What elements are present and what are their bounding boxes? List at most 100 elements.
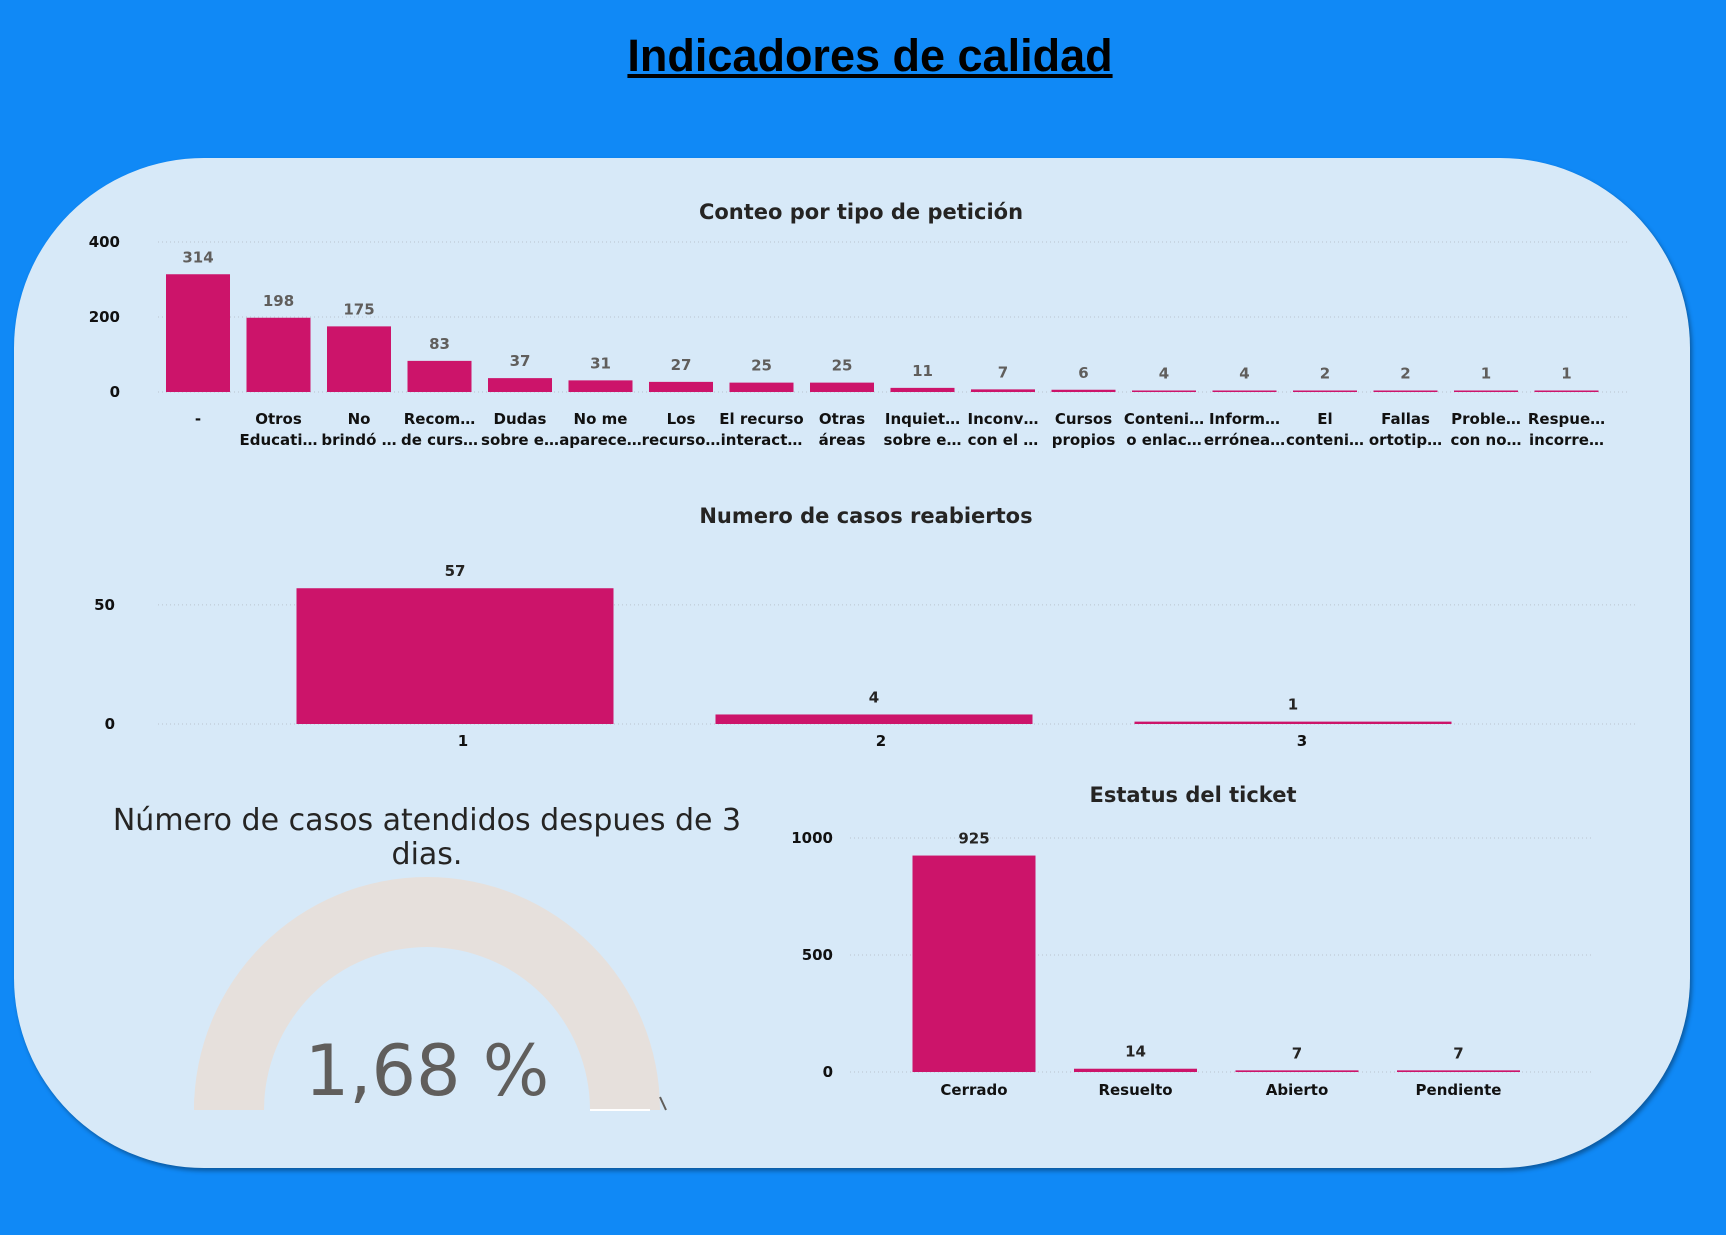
x-tick-label: Proble… — [1451, 410, 1521, 428]
bar — [1132, 390, 1196, 392]
x-tick-label: Educati… — [240, 431, 318, 449]
gauge-target-marker — [659, 1096, 667, 1111]
bar — [912, 855, 1036, 1072]
x-tick-label: conteni… — [1286, 431, 1364, 449]
bar — [1235, 1070, 1359, 1072]
x-tick-label: aparece… — [559, 431, 642, 449]
data-label: 925 — [958, 830, 989, 848]
data-label: 4 — [869, 688, 879, 706]
page-title: Indicadores de calidad — [627, 30, 1113, 81]
bar — [568, 380, 633, 392]
bar — [1051, 389, 1116, 392]
bar — [810, 382, 874, 392]
bar — [890, 387, 955, 392]
data-label: 7 — [998, 363, 1008, 381]
data-label: 314 — [182, 248, 213, 266]
bar — [327, 326, 391, 392]
x-tick-label: 1 — [458, 732, 468, 750]
x-tick-label: Dudas — [494, 410, 547, 428]
data-label: 2 — [1400, 365, 1410, 383]
x-tick-label: El recurso — [719, 410, 803, 428]
data-label: 14 — [1125, 1043, 1146, 1061]
data-label: 6 — [1078, 364, 1088, 382]
bar — [407, 360, 472, 392]
data-label: 11 — [912, 362, 933, 380]
x-tick-label: interact… — [721, 431, 803, 449]
y-tick-label: 500 — [802, 946, 833, 964]
gauge-fill — [194, 1097, 265, 1110]
bar — [1134, 721, 1452, 724]
x-tick-label: El — [1317, 410, 1332, 428]
gauge-track — [194, 877, 660, 1110]
bar — [296, 588, 614, 724]
bar — [715, 714, 1033, 724]
y-tick-label: 400 — [89, 233, 120, 251]
x-tick-label: Inconv… — [968, 410, 1039, 428]
data-label: 37 — [510, 352, 531, 370]
bar — [1293, 390, 1357, 392]
x-tick-label: Otros — [255, 410, 302, 428]
x-tick-label: 3 — [1297, 732, 1307, 750]
data-label: 4 — [1159, 365, 1169, 383]
x-tick-label: áreas — [819, 431, 866, 449]
bar — [1454, 390, 1518, 392]
x-tick-label: con el … — [968, 431, 1039, 449]
bar — [1212, 390, 1277, 392]
gauge-title-line-1: Número de casos atendidos despues de 3 — [113, 803, 741, 838]
data-label: 1 — [1561, 365, 1571, 383]
bar — [1074, 1068, 1197, 1072]
x-tick-label: 2 — [876, 732, 886, 750]
bar — [1373, 390, 1438, 392]
x-tick-label: de curs… — [401, 431, 478, 449]
x-tick-label: o enlac… — [1126, 431, 1202, 449]
data-label: 2 — [1320, 365, 1330, 383]
data-label: 7 — [1453, 1044, 1463, 1062]
data-label: 25 — [751, 357, 772, 375]
gauge-title-line-2: dias. — [392, 837, 463, 872]
data-label: 175 — [343, 300, 374, 318]
y-tick-label: 50 — [94, 596, 115, 614]
data-label: 4 — [1239, 365, 1249, 383]
data-label: 31 — [590, 354, 611, 372]
x-tick-label: recurso… — [642, 431, 721, 449]
x-tick-label: ortotip… — [1369, 431, 1442, 449]
chart-title: Estatus del ticket — [1089, 783, 1296, 807]
y-tick-label: 0 — [823, 1063, 833, 1081]
x-tick-label: No — [348, 410, 371, 428]
x-tick-label: Recom… — [404, 410, 476, 428]
y-tick-label: 0 — [105, 715, 115, 733]
y-tick-label: 0 — [110, 383, 120, 401]
data-label: 1 — [1481, 365, 1491, 383]
data-label: 57 — [445, 562, 466, 580]
bar — [488, 378, 552, 392]
x-tick-label: Respue… — [1528, 410, 1605, 428]
gauge-value: 1,68 % — [305, 1030, 550, 1112]
data-label: 7 — [1292, 1044, 1302, 1062]
x-tick-label: Inform… — [1209, 410, 1280, 428]
bar — [1534, 390, 1599, 392]
x-tick-label: Cerrado — [940, 1081, 1007, 1099]
x-tick-label: propios — [1052, 431, 1116, 449]
x-tick-label: sobre e… — [481, 431, 559, 449]
x-tick-label: erróneа… — [1204, 431, 1285, 449]
x-tick-label: Cursos — [1055, 410, 1112, 428]
bar — [246, 317, 311, 392]
x-tick-label: Abierto — [1266, 1081, 1329, 1099]
bar — [729, 382, 794, 392]
data-label: 1 — [1288, 696, 1298, 714]
x-tick-label: incorre… — [1529, 431, 1604, 449]
data-label: 25 — [832, 357, 853, 375]
x-tick-label: sobre e… — [884, 431, 962, 449]
data-label: 27 — [671, 356, 692, 374]
data-label: 198 — [263, 292, 294, 310]
data-label: 83 — [429, 335, 450, 353]
bar — [166, 274, 230, 392]
chart-title: Conteo por tipo de petición — [699, 200, 1023, 224]
y-tick-label: 1000 — [791, 829, 833, 847]
x-tick-label: - — [195, 410, 201, 428]
x-tick-label: Pendiente — [1416, 1081, 1502, 1099]
